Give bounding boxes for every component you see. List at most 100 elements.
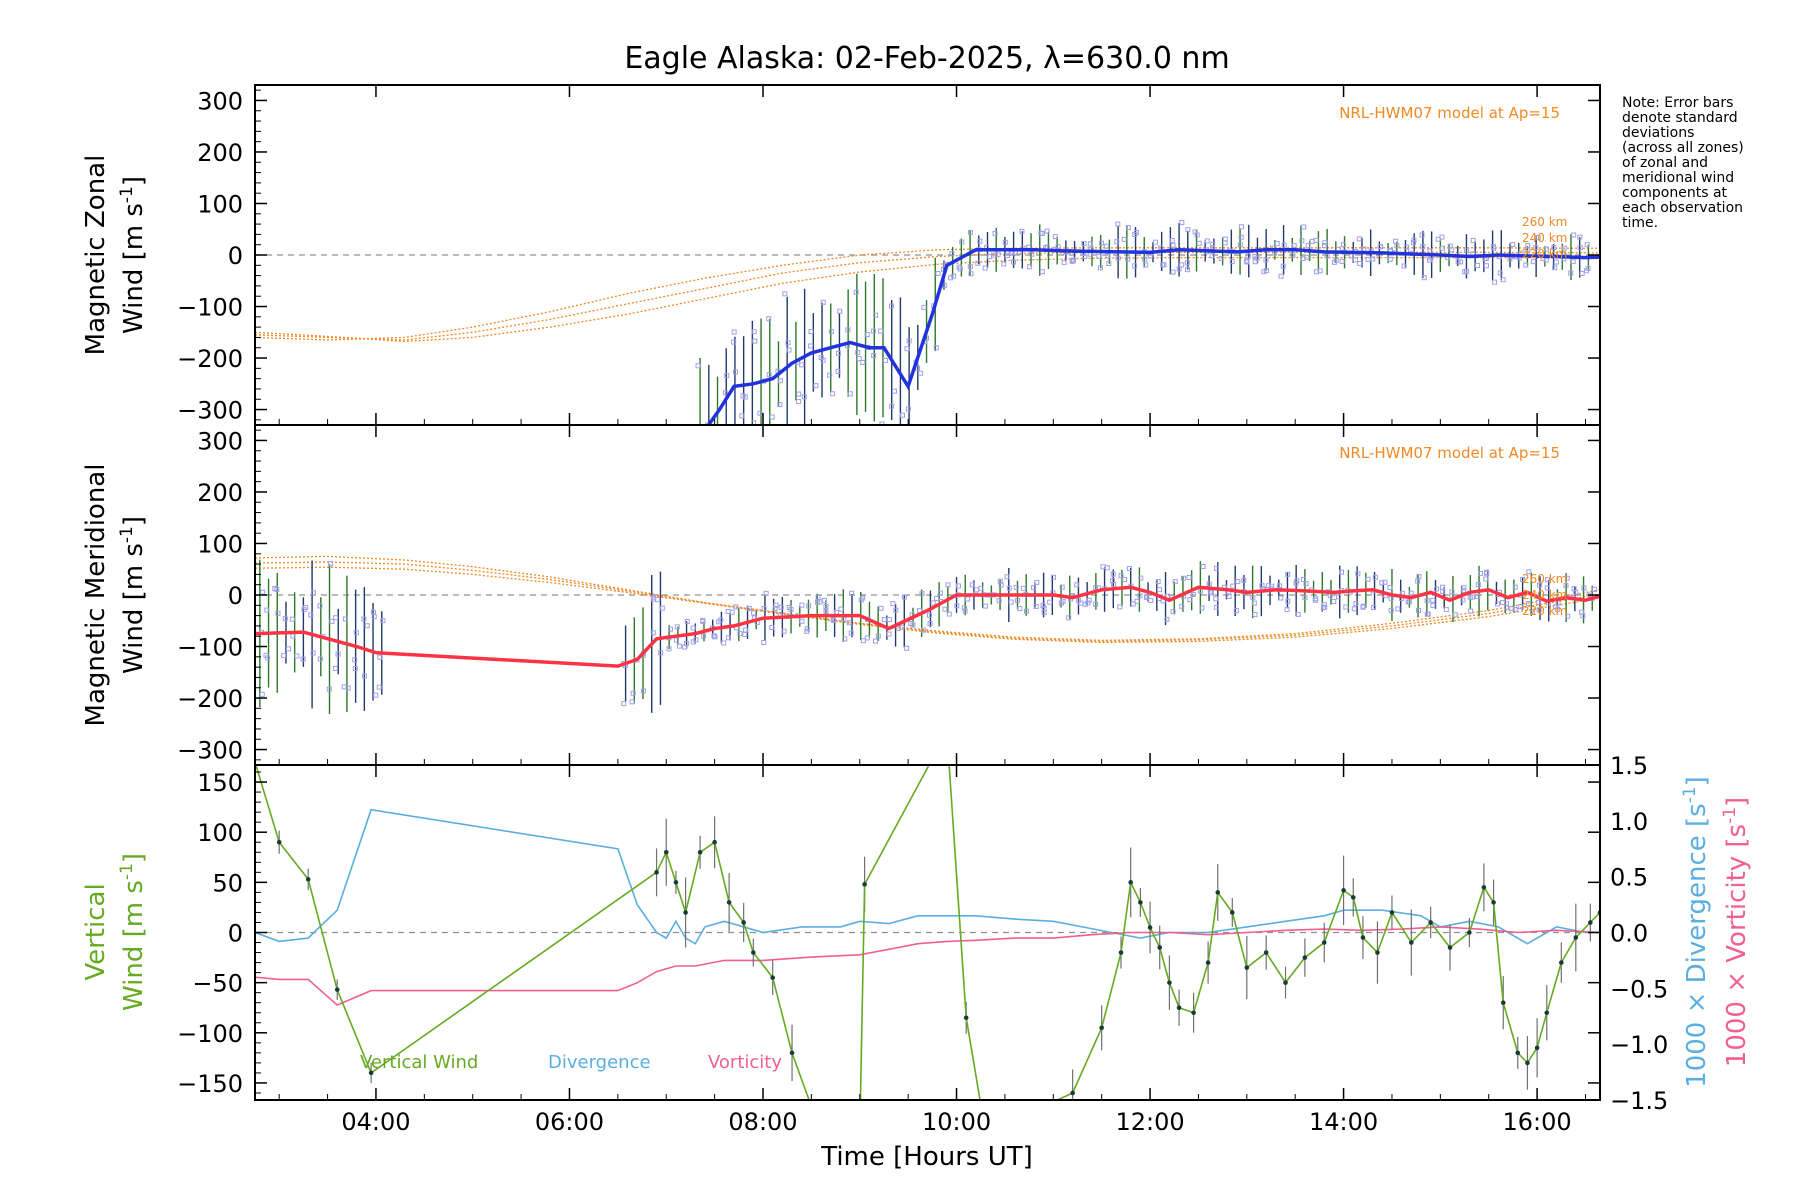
meridional-panel: NRL-HWM07 model at Ap=15 Magnetic Meridi…	[81, 424, 1601, 766]
vertical-plot-area	[255, 765, 1600, 1100]
scatter-point	[1430, 602, 1436, 608]
scatter-point	[875, 633, 881, 639]
scatter-point	[272, 585, 278, 591]
scatter-point	[1404, 244, 1410, 250]
scatter-point	[294, 653, 300, 659]
scatter-point	[342, 616, 348, 622]
vertical-wind-line	[255, 765, 1600, 1100]
scatter-point	[1280, 263, 1286, 269]
chart-title: Eagle Alaska: 02-Feb-2025, λ=630.0 nm	[624, 41, 1229, 76]
scatter-point	[982, 265, 988, 271]
scatter-point	[1148, 597, 1154, 603]
altitude-label: 260 km	[1522, 572, 1567, 586]
scatter-point	[701, 633, 707, 639]
scatter-point	[1353, 257, 1359, 263]
scatter-point	[872, 638, 878, 644]
scatter-point	[684, 641, 690, 647]
scatter-point	[899, 424, 905, 425]
vertical-wind-point	[862, 882, 867, 887]
scatter-point	[1458, 259, 1464, 265]
vertical-wind-point	[1389, 910, 1395, 915]
scatter-point	[1110, 578, 1116, 584]
scatter-point	[1082, 601, 1088, 607]
scatter-point	[1563, 583, 1569, 589]
scatter-point	[969, 582, 975, 588]
scatter-point	[827, 372, 833, 378]
scatter-point	[1584, 242, 1590, 248]
scatter-point	[946, 611, 952, 617]
legend-vertical-wind: Vertical Wind	[360, 1052, 478, 1073]
scatter-point	[1093, 601, 1099, 607]
scatter-point	[927, 621, 933, 627]
scatter-point	[742, 631, 748, 637]
scatter-point	[1269, 583, 1275, 589]
vertical-wind-point	[1360, 935, 1366, 940]
scatter-point	[1186, 574, 1192, 580]
y-tick-label: −50	[192, 970, 243, 998]
scatter-point	[1497, 270, 1503, 276]
meridional-model-label: NRL-HWM07 model at Ap=15	[1339, 444, 1560, 462]
scatter-point	[1408, 590, 1414, 596]
scatter-point	[879, 421, 885, 425]
scatter-point	[1415, 578, 1421, 584]
scatter-point	[1387, 256, 1393, 262]
meridional-plot-area	[255, 555, 1600, 715]
scatter-point	[1030, 585, 1036, 591]
vertical-wind-point	[1128, 880, 1134, 885]
scatter-point	[1303, 581, 1309, 587]
scatter-point	[904, 346, 910, 352]
scatter-point	[921, 304, 927, 310]
scatter-point	[655, 597, 661, 603]
scatter-point	[965, 596, 971, 602]
note-line: meridional wind	[1622, 170, 1734, 186]
scatter-point	[1185, 227, 1191, 233]
scatter-point	[905, 406, 911, 412]
scatter-point	[1118, 573, 1124, 579]
scatter-point	[1410, 240, 1416, 246]
note-line: denote standard	[1622, 110, 1738, 126]
scatter-point	[1564, 575, 1570, 581]
divergence-ylabel-exp: -1	[1680, 786, 1700, 803]
scatter-point	[785, 340, 791, 346]
scatter-point	[1115, 255, 1121, 261]
vertical-wind-point	[305, 877, 311, 882]
scatter-point	[1577, 234, 1583, 240]
scatter-point	[945, 582, 951, 588]
scatter-point	[1555, 606, 1561, 612]
scatter-point	[264, 607, 270, 613]
scatter-point	[1411, 237, 1417, 243]
scatter-point	[951, 273, 957, 279]
scatter-point	[926, 612, 932, 618]
scatter-point	[930, 600, 936, 606]
zonal-ylabel-unit: Wind [m s	[119, 203, 149, 334]
vertical-wind-point	[1515, 1050, 1521, 1056]
altitude-label: 220 km	[1522, 247, 1567, 261]
scatter-point	[1568, 270, 1574, 276]
scatter-point	[1170, 242, 1176, 248]
vertical-wind-point	[1263, 950, 1269, 955]
altitude-label: 220 km	[1522, 604, 1567, 618]
vertical-wind-point	[1558, 960, 1564, 965]
scatter-point	[742, 627, 748, 633]
scatter-point	[1104, 565, 1110, 571]
scatter-point	[333, 615, 339, 621]
scatter-point	[1222, 240, 1228, 246]
scatter-point	[1033, 604, 1039, 610]
scatter-point	[746, 605, 752, 611]
scatter-point	[835, 368, 841, 374]
scatter-point	[733, 369, 739, 375]
scatter-point	[684, 618, 690, 624]
scatter-point	[1424, 598, 1430, 604]
y-tick-label: 100	[197, 819, 243, 847]
scatter-point	[282, 616, 288, 622]
scatter-point	[919, 591, 925, 597]
scatter-point	[757, 410, 763, 416]
scatter-point	[1058, 600, 1064, 606]
scatter-point	[1526, 600, 1532, 606]
scatter-point	[674, 637, 680, 643]
scatter-point	[1520, 576, 1526, 582]
vertical-wind-point	[276, 839, 282, 845]
scatter-point	[1401, 263, 1407, 269]
zonal-ylabel-2: Wind [m s-1]	[117, 176, 149, 334]
vertical-wind-point	[1302, 955, 1308, 960]
